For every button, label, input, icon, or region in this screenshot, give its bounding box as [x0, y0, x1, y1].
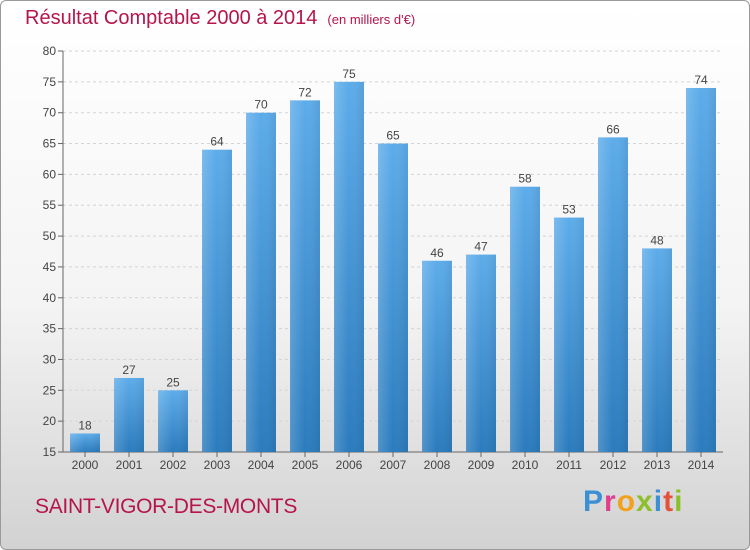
bar-value-label: 46	[430, 246, 444, 260]
x-tick-label: 2003	[204, 458, 231, 472]
location-name: SAINT-VIGOR-DES-MONTS	[35, 495, 298, 518]
x-tick-label: 2002	[160, 458, 187, 472]
bar-value-label: 74	[694, 73, 708, 87]
bar-value-label: 48	[650, 233, 664, 247]
bar-value-label: 27	[122, 363, 136, 377]
y-tick-label: 15	[43, 445, 57, 459]
proxiti-logo: Proxiti	[583, 485, 683, 519]
bar-shine	[202, 149, 232, 452]
logo-letter: r	[604, 485, 617, 518]
bar-shine	[378, 143, 408, 453]
y-tick-label: 35	[43, 322, 57, 336]
bar-value-label: 65	[386, 129, 400, 143]
bar-shine	[70, 433, 100, 452]
bar-value-label: 47	[474, 240, 488, 254]
bar-value-label: 66	[606, 122, 620, 136]
bar-value-label: 75	[342, 67, 356, 81]
bar-shine	[334, 81, 364, 452]
y-tick-label: 80	[43, 44, 57, 58]
logo-letter: o	[616, 485, 637, 518]
logo-letter: i	[674, 485, 684, 518]
bar-value-label: 58	[518, 172, 532, 186]
bar-value-label: 18	[78, 418, 92, 432]
y-tick-label: 65	[43, 137, 57, 151]
x-tick-label: 2006	[336, 458, 363, 472]
logo-letter: i	[653, 485, 664, 518]
y-tick-label: 30	[43, 352, 57, 366]
bar-value-label: 70	[254, 98, 268, 112]
logo-letter: P	[583, 485, 605, 518]
y-tick-label: 45	[43, 260, 57, 274]
bar-shine	[114, 377, 144, 452]
chart-subtitle: (en milliers d'€)	[327, 12, 416, 27]
x-tick-label: 2011	[556, 458, 582, 472]
bar-shine	[246, 112, 276, 452]
x-tick-label: 2012	[600, 458, 627, 472]
chart-title: Résultat Comptable 2000 à 2014 (en millie…	[25, 7, 415, 30]
x-tick-label: 2005	[292, 458, 319, 472]
y-tick-label: 50	[43, 229, 57, 243]
y-tick-label: 75	[43, 75, 57, 89]
x-tick-label: 2013	[644, 458, 671, 472]
bar-value-label: 72	[298, 85, 312, 99]
bar-shine	[422, 260, 452, 452]
y-tick-label: 55	[43, 198, 57, 212]
x-tick-label: 2008	[424, 458, 451, 472]
y-tick-label: 25	[43, 383, 57, 397]
y-tick-label: 60	[43, 167, 57, 181]
y-tick-label: 40	[43, 291, 57, 305]
bar-shine	[642, 248, 672, 452]
y-tick-label: 70	[43, 106, 57, 120]
bar-value-label: 64	[210, 135, 224, 149]
bar-value-label: 53	[562, 203, 576, 217]
x-tick-label: 2004	[248, 458, 275, 472]
x-tick-label: 2009	[468, 458, 495, 472]
x-tick-label: 2001	[116, 458, 143, 472]
bar-shine	[510, 186, 540, 452]
chart-title-text: Résultat Comptable 2000 à 2014	[25, 7, 318, 29]
x-tick-label: 2010	[512, 458, 539, 472]
bar-shine	[554, 217, 584, 452]
logo-letter: x	[636, 485, 654, 518]
logo-letter: t	[663, 485, 675, 518]
x-tick-label: 2007	[380, 458, 407, 472]
bar-shine	[466, 254, 496, 452]
label-layer: 18 27 25 64 70 72 75 65 46 47 58 53 66 48 74	[78, 67, 708, 433]
x-tick-label: 2000	[72, 458, 99, 472]
y-tick-label: 20	[43, 414, 57, 428]
x-tick-label: 2014	[688, 458, 715, 472]
bar-shine	[290, 100, 320, 452]
bar-shine	[158, 390, 188, 452]
bar-shine	[686, 88, 716, 452]
bar-shine	[598, 137, 628, 452]
bar-layer	[70, 81, 716, 453]
bar-value-label: 25	[166, 375, 180, 389]
